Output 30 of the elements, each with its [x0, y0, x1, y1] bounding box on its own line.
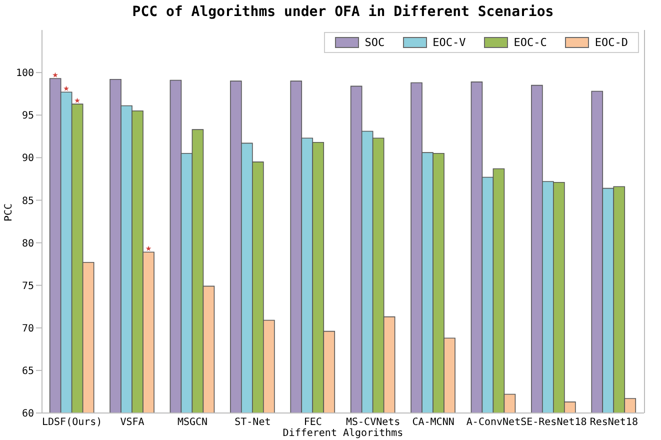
x-tick-label: ResNet18	[590, 417, 638, 428]
data-label: ★	[74, 95, 80, 106]
legend-label: EOC-D	[594, 36, 628, 49]
x-tick-label: MS-CVNets	[346, 417, 400, 428]
data-label: ★	[63, 83, 70, 94]
y-tick-label: 60	[22, 408, 34, 420]
data-label: ★	[146, 243, 152, 254]
x-tick-label: A-ConvNet	[466, 417, 521, 428]
x-axis-title: Different Algorithms	[282, 428, 404, 439]
x-tick-label: SE-ResNet18	[520, 417, 587, 428]
x-tick-label: LDSF(Ours)	[42, 417, 102, 428]
chart-title: PCC of Algorithms under OFA in Different Scenarios	[131, 4, 555, 20]
x-tick-label: VSFA	[120, 417, 144, 428]
y-axis-title: PCC	[4, 203, 15, 222]
y-tick-label: 80	[22, 238, 34, 250]
x-tick-label: MSGCN	[177, 417, 208, 428]
legend-label: EOC-C	[512, 36, 547, 49]
y-tick-label: 75	[22, 280, 34, 292]
y-tick-label: 70	[22, 323, 34, 334]
y-tick-label: 95	[22, 110, 34, 122]
legend-label: EOC-V	[432, 36, 466, 49]
y-tick-label: 90	[22, 153, 34, 164]
y-tick-label: 65	[22, 366, 34, 377]
x-tick-label: ST-Net	[234, 417, 271, 428]
data-label: ★	[52, 70, 58, 81]
y-tick-label: 100	[16, 68, 34, 80]
x-tick-label: FEC	[304, 417, 322, 428]
x-tick-label: CA-MCNN	[412, 417, 454, 428]
y-tick-label: 85	[22, 196, 34, 207]
legend-label: SOC	[364, 36, 385, 49]
